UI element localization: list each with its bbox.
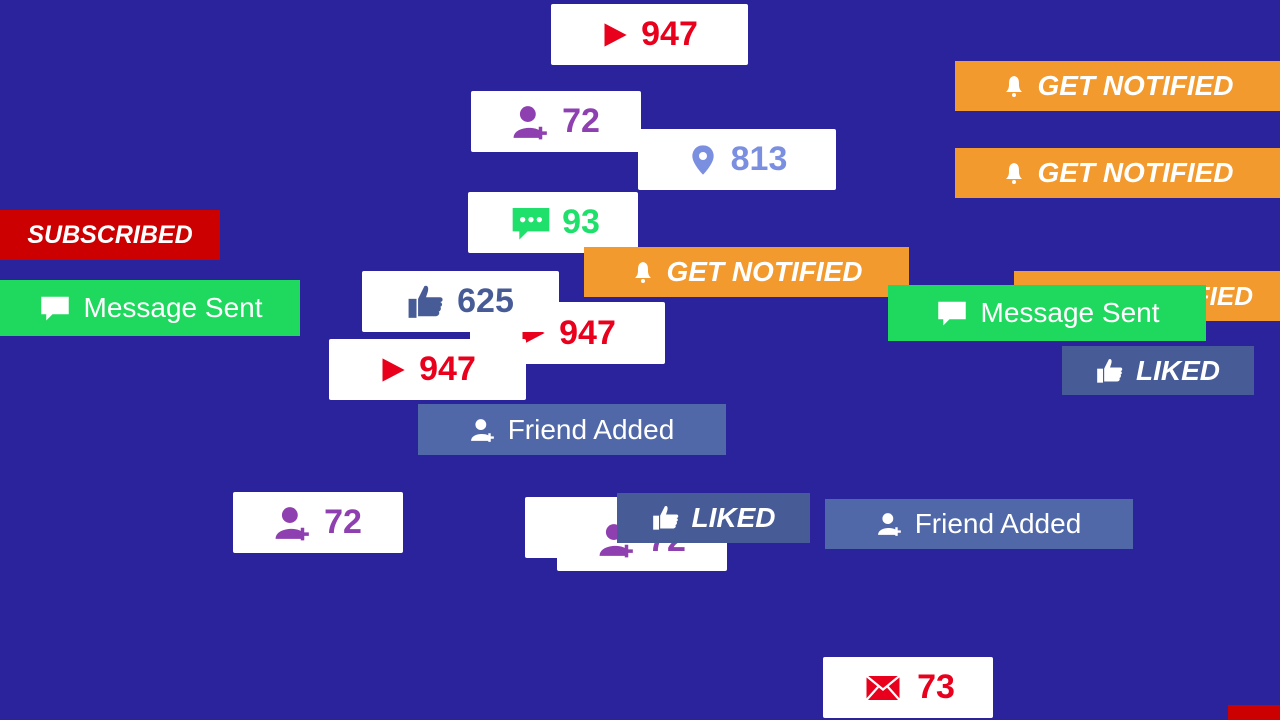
- thumbs-up-icon: [652, 504, 680, 532]
- chat-icon: [38, 293, 72, 323]
- red-badge-edge: [1228, 705, 1280, 720]
- friends-count: 72: [562, 102, 600, 140]
- user-icon: [470, 416, 496, 444]
- location-count: 813: [730, 140, 788, 178]
- friend-added-badge: Friend Added: [418, 404, 726, 455]
- subscribed-label: SUBSCRIBED: [27, 220, 193, 249]
- get-notified-badge: GET NOTIFIED: [955, 148, 1280, 198]
- thumbs-up-icon: [407, 283, 445, 321]
- subscribed-badge: SUBSCRIBED: [0, 210, 220, 260]
- user-add-icon: [274, 504, 312, 542]
- map-pin-icon: [687, 141, 719, 179]
- friends-badge: 72: [471, 91, 641, 152]
- get-notified-label: GET NOTIFIED: [666, 256, 863, 287]
- envelope-icon: [861, 670, 905, 706]
- likes-count: 625: [457, 282, 514, 320]
- chat-icon: [506, 203, 556, 243]
- thumbs-up-icon: [1096, 357, 1124, 385]
- message-sent-label: Message Sent: [83, 292, 263, 323]
- views-badge: 947: [329, 339, 526, 400]
- friends-count: 72: [324, 503, 362, 541]
- friend-added-label: Friend Added: [914, 508, 1082, 539]
- views-count: 947: [559, 313, 616, 352]
- friends-badge: 72: [233, 492, 403, 553]
- comments-count: 93: [562, 203, 600, 241]
- comments-badge: 93: [468, 192, 638, 253]
- bell-icon: [631, 259, 655, 285]
- mail-count: 73: [917, 668, 955, 706]
- likes-badge: 625: [362, 271, 559, 332]
- chat-icon: [935, 298, 969, 328]
- liked-label: LIKED: [1136, 354, 1220, 386]
- message-sent-badge: Message Sent: [888, 285, 1206, 341]
- get-notified-badge: GET NOTIFIED: [955, 61, 1280, 111]
- play-icon: [379, 356, 407, 384]
- bell-icon: [1002, 73, 1026, 99]
- friend-added-badge: Friend Added: [825, 499, 1133, 549]
- play-icon: [601, 21, 629, 49]
- message-sent-badge: Message Sent: [0, 280, 300, 336]
- mail-badge: 73: [823, 657, 993, 718]
- views-count: 947: [419, 350, 476, 388]
- views-badge: 947: [551, 4, 748, 65]
- liked-badge: LIKED: [1062, 346, 1254, 395]
- friend-added-label: Friend Added: [507, 413, 675, 445]
- message-sent-label: Message Sent: [980, 297, 1160, 328]
- liked-badge: LIKED: [617, 493, 810, 543]
- user-icon: [877, 510, 903, 538]
- bell-icon: [1002, 160, 1026, 186]
- get-notified-label: GET NOTIFIED: [1037, 157, 1234, 188]
- liked-label: LIKED: [691, 502, 776, 533]
- views-count: 947: [641, 15, 698, 53]
- location-badge: 813: [638, 129, 836, 190]
- get-notified-label: GET NOTIFIED: [1037, 70, 1234, 101]
- get-notified-badge: GET NOTIFIED: [584, 247, 909, 297]
- user-add-icon: [512, 103, 550, 141]
